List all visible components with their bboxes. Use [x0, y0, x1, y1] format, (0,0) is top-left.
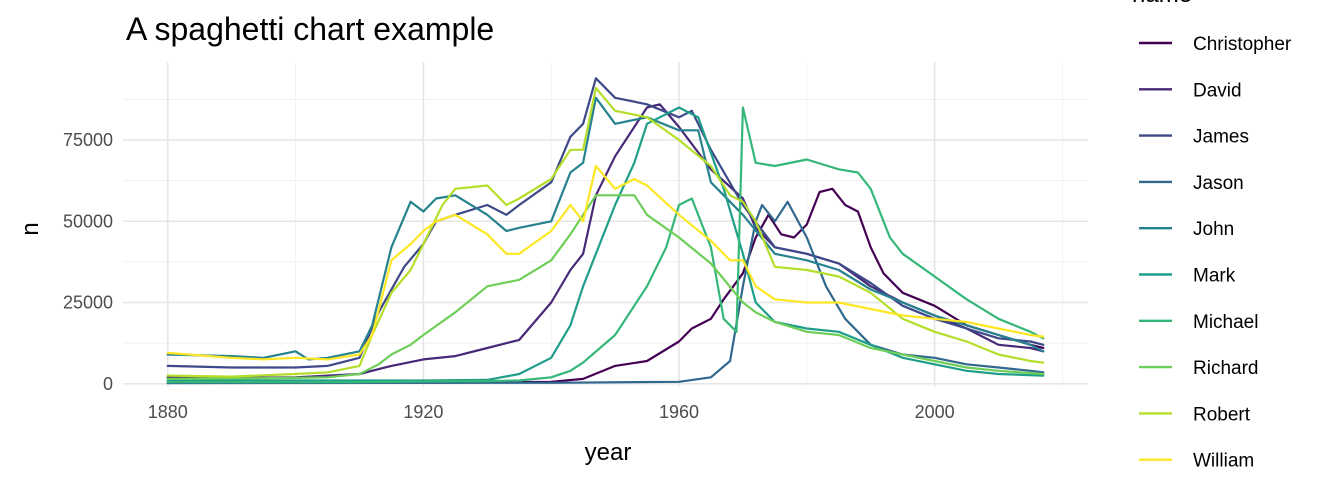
series-line-mark: [166, 106, 1045, 382]
x-tick-label: 1960: [659, 402, 699, 422]
legend-label-christopher: Christopher: [1193, 34, 1292, 55]
series-lines: [166, 77, 1045, 385]
legend-label-michael: Michael: [1193, 312, 1258, 333]
legend-label-mark: Mark: [1193, 266, 1236, 287]
series-line-jason: [166, 200, 1045, 385]
x-axis-ticks: 1880 1920 1960 2000: [148, 402, 955, 422]
y-axis-ticks: 0 25000 50000 75000: [63, 130, 113, 394]
x-tick-label: 2000: [915, 402, 955, 422]
legend-label-robert: Robert: [1193, 404, 1251, 425]
series-line-john: [166, 96, 1045, 361]
legend-items: Christopher David James Jason John Mark Michae…: [1139, 34, 1292, 472]
legend-label-david: David: [1193, 80, 1242, 101]
legend-label-william: William: [1193, 451, 1254, 472]
y-axis-title: n: [17, 222, 44, 235]
legend: name Christopher David James Jason John Mark M…: [1132, 0, 1292, 472]
y-tick-label: 50000: [63, 211, 113, 231]
x-axis-title: year: [585, 439, 632, 466]
series-line-james: [166, 77, 1045, 369]
legend-label-jason: Jason: [1193, 173, 1244, 194]
y-tick-label: 75000: [63, 130, 113, 150]
series-line-william: [166, 164, 1045, 361]
series-line-richard: [166, 194, 1045, 380]
legend-label-richard: Richard: [1193, 358, 1258, 379]
legend-label-james: James: [1193, 127, 1249, 148]
series-line-michael: [166, 106, 1045, 384]
y-tick-label: 0: [103, 374, 113, 394]
chart-title: A spaghetti chart example: [126, 11, 494, 47]
legend-title: name: [1132, 0, 1192, 8]
series-line-robert: [166, 86, 1045, 378]
y-tick-label: 25000: [63, 293, 113, 313]
x-tick-label: 1880: [148, 402, 188, 422]
legend-label-john: John: [1193, 219, 1234, 240]
series-line-david: [166, 103, 1045, 379]
x-tick-label: 1920: [403, 402, 443, 422]
